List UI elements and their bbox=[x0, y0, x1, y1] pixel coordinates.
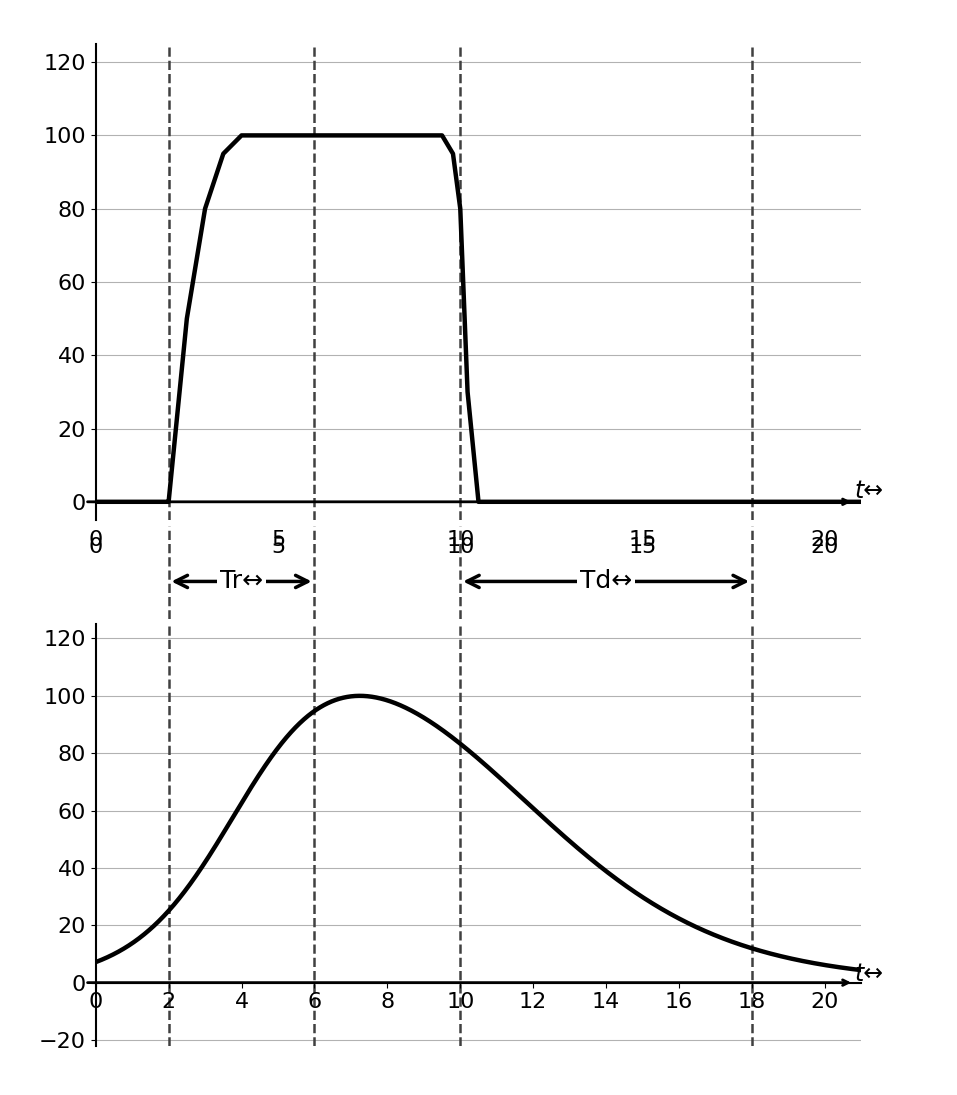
Text: Td↔: Td↔ bbox=[580, 569, 633, 593]
Text: 20: 20 bbox=[811, 538, 839, 557]
Text: t↔: t↔ bbox=[854, 479, 883, 503]
Text: 5: 5 bbox=[271, 538, 285, 557]
Text: Tr↔: Tr↔ bbox=[220, 569, 263, 593]
Text: 0: 0 bbox=[89, 538, 102, 557]
Text: 15: 15 bbox=[629, 538, 657, 557]
Text: 10: 10 bbox=[446, 538, 475, 557]
Text: t↔: t↔ bbox=[854, 963, 883, 986]
